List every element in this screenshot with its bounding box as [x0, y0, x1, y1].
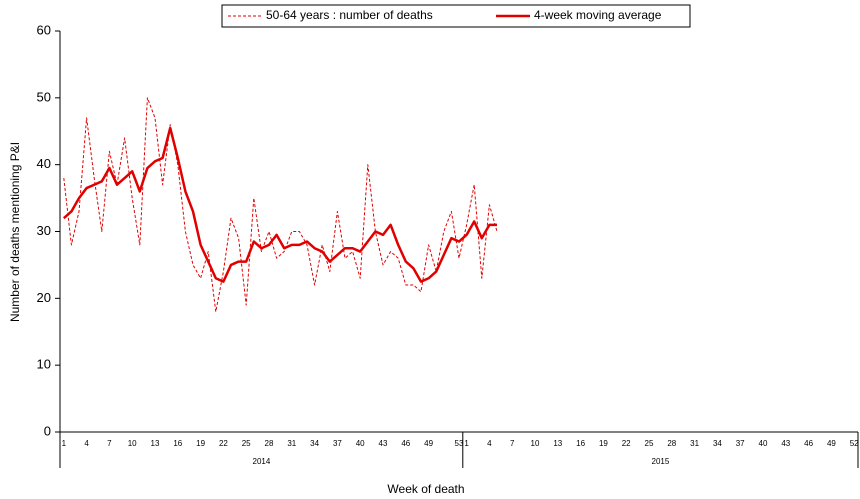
y-tick-label: 40 — [37, 156, 51, 171]
y-tick-label: 10 — [37, 357, 51, 372]
x-tick-label: 7 — [107, 439, 112, 448]
legend-box — [221, 4, 691, 28]
x-tick-label: 4 — [84, 439, 89, 448]
x-tick-label: 10 — [531, 439, 540, 448]
data-line — [62, 126, 497, 283]
x-tick-label: 31 — [287, 439, 296, 448]
x-tick-label: 53 — [455, 439, 464, 448]
y-tick-label: 0 — [44, 423, 51, 438]
x-tick-label: 22 — [219, 439, 228, 448]
x-tick-label: 28 — [265, 439, 274, 448]
x-tick-label: 49 — [827, 439, 836, 448]
legend-label: 50-64 years : number of deaths — [266, 8, 433, 22]
x-tick-label: 37 — [736, 439, 745, 448]
data-line-dashed — [63, 97, 498, 313]
x-tick-label: 34 — [713, 439, 722, 448]
x-tick-label: 16 — [173, 439, 182, 448]
y-tick-label: 30 — [37, 223, 51, 238]
x-tick-label: 22 — [622, 439, 631, 448]
x-tick-label: 19 — [196, 439, 205, 448]
x-tick-label: 19 — [599, 439, 608, 448]
x-tick-label: 37 — [333, 439, 342, 448]
x-tick-label: 31 — [690, 439, 699, 448]
group-label: 2015 — [652, 457, 670, 466]
y-tick-label: 50 — [37, 89, 51, 104]
y-axis-label: Number of deaths mentioning P&I — [8, 142, 22, 322]
y-tick-label: 20 — [37, 290, 51, 305]
y-tick-label: 60 — [37, 22, 51, 37]
x-tick-label: 25 — [242, 439, 251, 448]
x-tick-label: 34 — [310, 439, 319, 448]
x-tick-label: 13 — [553, 439, 562, 448]
x-axis-label: Week of death — [387, 482, 464, 496]
x-tick-label: 46 — [804, 439, 813, 448]
x-tick-label: 43 — [781, 439, 790, 448]
x-tick-label: 40 — [759, 439, 768, 448]
x-tick-label: 7 — [510, 439, 515, 448]
legend-label: 4-week moving average — [534, 8, 662, 22]
x-tick-label: 4 — [487, 439, 492, 448]
x-tick-label: 46 — [401, 439, 410, 448]
group-label: 2014 — [253, 457, 271, 466]
x-tick-label: 10 — [128, 439, 137, 448]
x-tick-label: 1 — [464, 439, 469, 448]
x-tick-label: 49 — [424, 439, 433, 448]
x-tick-label: 52 — [850, 439, 859, 448]
x-tick-label: 16 — [576, 439, 585, 448]
x-tick-label: 1 — [62, 439, 67, 448]
x-tick-label: 40 — [356, 439, 365, 448]
x-tick-label: 13 — [151, 439, 160, 448]
x-tick-label: 25 — [645, 439, 654, 448]
x-tick-label: 43 — [379, 439, 388, 448]
x-tick-label: 28 — [667, 439, 676, 448]
